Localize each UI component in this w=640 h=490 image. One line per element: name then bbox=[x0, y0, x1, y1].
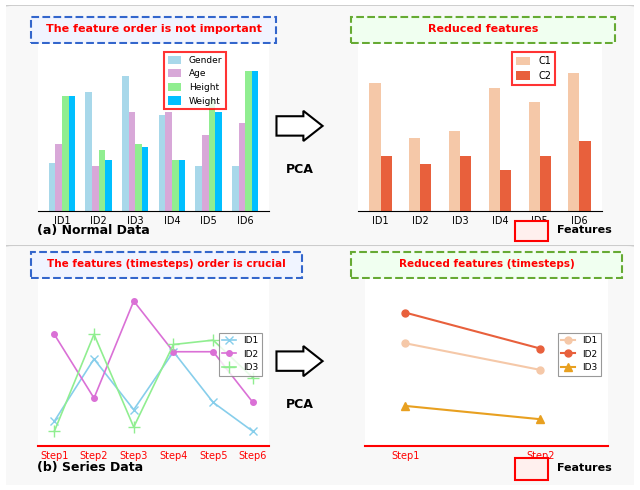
ID3 bbox=[401, 403, 409, 409]
Bar bbox=[179, 160, 185, 211]
Line: ID3: ID3 bbox=[401, 402, 545, 423]
Text: PCA: PCA bbox=[285, 398, 314, 411]
Bar bbox=[252, 71, 259, 211]
Text: (a) Normal Data: (a) Normal Data bbox=[37, 224, 150, 237]
Bar bbox=[540, 156, 551, 211]
Bar bbox=[232, 166, 239, 211]
ID3 bbox=[209, 337, 217, 343]
Bar bbox=[68, 97, 76, 211]
Bar bbox=[369, 83, 381, 211]
Bar bbox=[568, 73, 579, 211]
Text: Reduced features (timesteps): Reduced features (timesteps) bbox=[399, 259, 574, 269]
ID2 bbox=[90, 395, 98, 401]
ID1 bbox=[90, 356, 98, 362]
ID1 bbox=[249, 428, 257, 434]
ID1 bbox=[170, 349, 177, 355]
Bar bbox=[62, 97, 68, 211]
Bar bbox=[449, 131, 460, 211]
ID2 bbox=[401, 310, 409, 316]
FancyBboxPatch shape bbox=[351, 17, 615, 43]
Bar bbox=[129, 112, 135, 211]
Line: ID3: ID3 bbox=[49, 329, 259, 437]
ID1 bbox=[536, 367, 544, 373]
Bar bbox=[92, 166, 99, 211]
Text: The features (timesteps) order is crucial: The features (timesteps) order is crucia… bbox=[47, 259, 286, 269]
Bar bbox=[202, 135, 209, 211]
Text: Features: Features bbox=[557, 225, 612, 235]
FancyBboxPatch shape bbox=[31, 17, 276, 43]
Text: PCA: PCA bbox=[285, 163, 314, 175]
Bar bbox=[529, 102, 540, 211]
ID2 bbox=[170, 349, 177, 355]
Bar bbox=[239, 123, 245, 211]
FancyBboxPatch shape bbox=[351, 252, 621, 278]
Bar bbox=[500, 170, 511, 211]
ID3 bbox=[51, 428, 58, 434]
Bar bbox=[142, 147, 148, 211]
ID3 bbox=[170, 342, 177, 347]
Text: Reduced features: Reduced features bbox=[428, 24, 538, 34]
Bar bbox=[49, 163, 56, 211]
Bar bbox=[489, 88, 500, 211]
ID2 bbox=[130, 298, 138, 304]
Line: ID1: ID1 bbox=[50, 347, 257, 436]
FancyBboxPatch shape bbox=[31, 252, 301, 278]
Bar bbox=[159, 116, 165, 211]
Legend: ID1, ID2, ID3: ID1, ID2, ID3 bbox=[219, 333, 262, 376]
Line: ID2: ID2 bbox=[402, 309, 544, 352]
Legend: C1, C2: C1, C2 bbox=[512, 52, 555, 85]
Line: ID1: ID1 bbox=[402, 340, 544, 373]
ID2 bbox=[536, 345, 544, 351]
Bar bbox=[172, 160, 179, 211]
FancyBboxPatch shape bbox=[515, 458, 548, 480]
FancyArrow shape bbox=[276, 346, 323, 376]
FancyBboxPatch shape bbox=[0, 245, 640, 488]
FancyBboxPatch shape bbox=[515, 221, 548, 241]
Bar bbox=[105, 160, 112, 211]
ID1 bbox=[51, 418, 58, 424]
ID3 bbox=[536, 416, 544, 422]
FancyArrow shape bbox=[276, 111, 323, 141]
ID2 bbox=[249, 399, 257, 405]
Bar bbox=[381, 156, 392, 211]
Bar bbox=[245, 71, 252, 211]
ID2 bbox=[51, 331, 58, 337]
Bar bbox=[122, 76, 129, 211]
Bar bbox=[215, 112, 221, 211]
ID3 bbox=[249, 375, 257, 381]
ID3 bbox=[90, 331, 98, 337]
Text: Features: Features bbox=[557, 463, 612, 473]
FancyBboxPatch shape bbox=[0, 5, 640, 247]
ID2 bbox=[209, 349, 217, 355]
Legend: ID1, ID2, ID3: ID1, ID2, ID3 bbox=[558, 333, 601, 376]
Line: ID2: ID2 bbox=[51, 298, 256, 405]
Legend: Gender, Age, Height, Weight: Gender, Age, Height, Weight bbox=[164, 52, 226, 109]
Bar bbox=[86, 92, 92, 211]
Bar bbox=[409, 138, 420, 211]
Bar bbox=[135, 144, 142, 211]
Bar bbox=[165, 112, 172, 211]
Text: The feature order is not important: The feature order is not important bbox=[45, 24, 262, 34]
Bar bbox=[579, 141, 591, 211]
ID1 bbox=[130, 407, 138, 413]
Bar bbox=[420, 164, 431, 211]
Bar bbox=[209, 99, 215, 211]
ID1 bbox=[209, 399, 217, 405]
Bar bbox=[460, 156, 471, 211]
ID3 bbox=[130, 424, 138, 430]
Text: (b) Series Data: (b) Series Data bbox=[37, 462, 143, 474]
ID1 bbox=[401, 341, 409, 346]
Bar bbox=[99, 150, 105, 211]
Bar bbox=[195, 166, 202, 211]
Bar bbox=[56, 144, 62, 211]
